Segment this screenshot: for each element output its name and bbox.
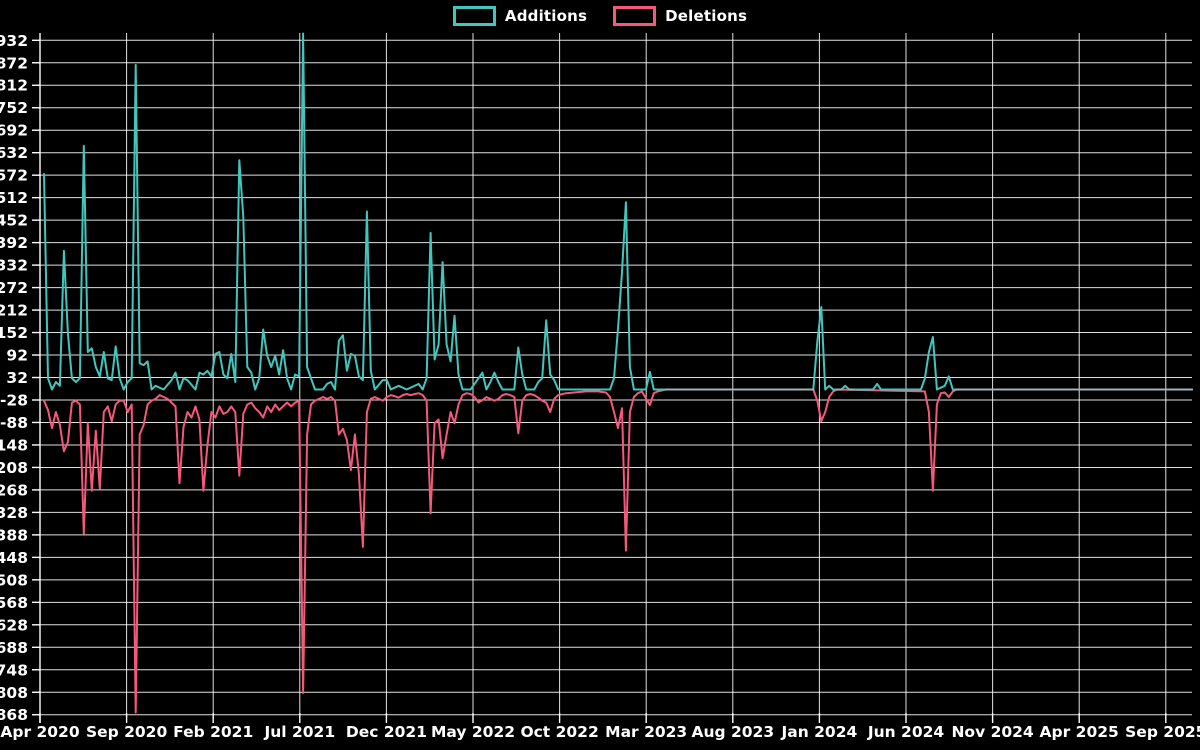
x-tick-label: Feb 2021 [173, 723, 253, 741]
legend-additions-label: Additions [504, 7, 588, 25]
x-tick-label: Jun 2024 [867, 723, 945, 741]
additions-line [43, 32, 1193, 391]
x-tick-label: May 2022 [431, 723, 515, 741]
y-tick-label: 152 [0, 324, 28, 342]
y-tick-label: 212 [0, 302, 28, 320]
y-tick-label: 932 [0, 32, 28, 50]
deletions-line [43, 388, 1193, 714]
legend-item-deletions[interactable]: Deletions [613, 6, 747, 26]
y-tick-label: -508 [0, 571, 28, 589]
y-tick-label: -448 [0, 549, 28, 567]
x-tick-label: Sep 2025 [1125, 723, 1200, 741]
y-tick-label: -748 [0, 661, 28, 679]
additions-swatch-icon [452, 6, 496, 26]
y-tick-label: -628 [0, 616, 28, 634]
y-tick-label: 332 [0, 257, 28, 275]
y-tick-label: -868 [0, 706, 28, 724]
x-tick-label: Jul 2021 [263, 723, 335, 741]
y-tick-label: 692 [0, 122, 28, 140]
y-tick-label: 812 [0, 77, 28, 95]
x-tick-label: Dec 2021 [346, 723, 427, 741]
y-tick-label: -208 [0, 459, 28, 477]
x-tick-label: Oct 2022 [520, 723, 598, 741]
x-tick-label: Jan 2024 [780, 723, 857, 741]
y-tick-label: 752 [0, 99, 28, 117]
y-tick-label: -568 [0, 594, 28, 612]
x-tick-label: Sep 2020 [86, 723, 168, 741]
x-tick-label: Apr 2020 [0, 723, 79, 741]
y-tick-label: 512 [0, 189, 28, 207]
legend-deletions-label: Deletions [665, 7, 748, 25]
x-tick-label: Apr 2025 [1040, 723, 1119, 741]
y-tick-label: 272 [0, 279, 28, 297]
y-tick-label: 572 [0, 167, 28, 185]
legend-item-additions[interactable]: Additions [452, 6, 588, 26]
y-tick-label: -88 [0, 414, 28, 432]
chart-legend: Additions Deletions [0, 6, 1200, 26]
x-tick-label: Aug 2023 [691, 723, 774, 741]
y-tick-label: 32 [6, 369, 28, 387]
y-tick-label: 632 [0, 144, 28, 162]
y-tick-label: 872 [0, 54, 28, 72]
x-tick-label: Mar 2023 [605, 723, 687, 741]
y-tick-label: -328 [0, 504, 28, 522]
x-tick-label: Nov 2024 [951, 723, 1033, 741]
y-tick-label: -268 [0, 481, 28, 499]
y-tick-label: -388 [0, 526, 28, 544]
y-tick-label: 392 [0, 234, 28, 252]
y-tick-label: -808 [0, 684, 28, 702]
y-tick-label: 452 [0, 212, 28, 230]
y-tick-label: -28 [0, 391, 28, 409]
deletions-swatch-icon [613, 6, 657, 26]
y-tick-label: 92 [6, 347, 28, 365]
y-tick-label: -688 [0, 639, 28, 657]
y-tick-label: -148 [0, 436, 28, 454]
